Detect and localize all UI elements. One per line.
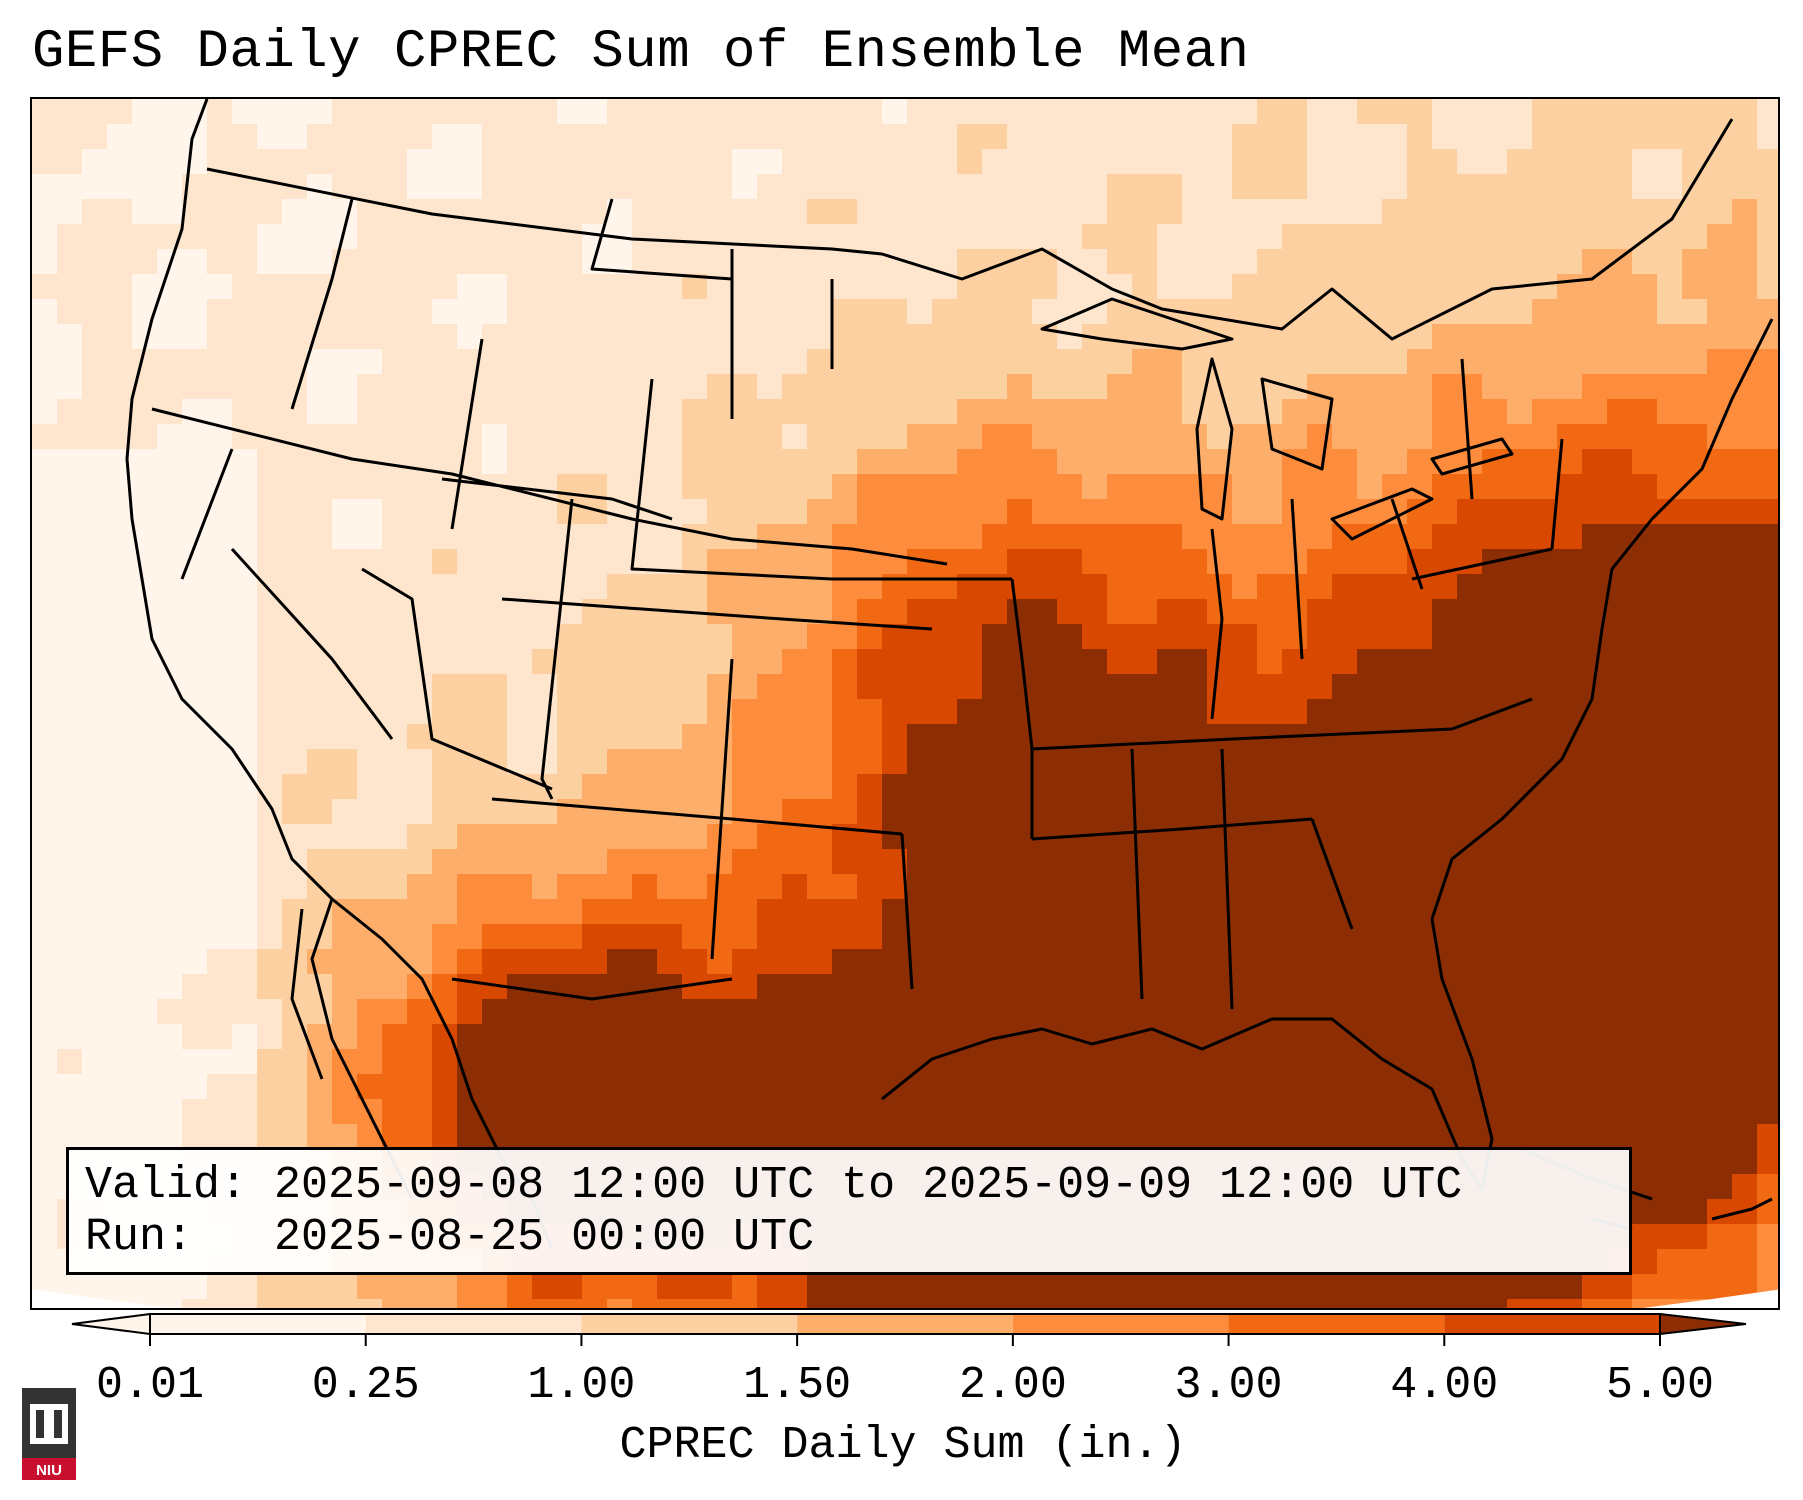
lake-michigan <box>1195 357 1234 521</box>
map-canvas <box>32 99 1778 1308</box>
colorbar-segment <box>1444 1314 1660 1334</box>
valid-run-box: Valid: 2025-09-08 12:00 UTC to 2025-09-0… <box>66 1147 1632 1275</box>
lake-erie <box>1330 487 1434 541</box>
us-outline <box>125 99 554 1250</box>
lake-superior <box>1040 297 1234 351</box>
colorbar-segment <box>365 1314 582 1334</box>
colorbar-segment <box>581 1314 798 1334</box>
colorbar-ticks <box>149 1334 1661 1346</box>
state-borders <box>125 99 1774 1250</box>
colorbar-extend-low <box>71 1312 151 1336</box>
colorbar <box>71 1312 1747 1346</box>
colorbar-segment <box>797 1314 1013 1334</box>
valid-time-text: Valid: 2025-09-08 12:00 UTC to 2025-09-0… <box>85 1160 1463 1211</box>
lake-huron <box>1260 377 1334 471</box>
west-interior-borders <box>151 198 1034 1001</box>
colorbar-tick-label: 1.50 <box>743 1360 852 1411</box>
colorbar-segment <box>1012 1314 1229 1334</box>
atlantic-coast <box>1430 318 1774 920</box>
east-interior-borders <box>1031 358 1564 1010</box>
niu-logo-icon: NIU <box>22 1388 76 1480</box>
colorbar-segment <box>150 1314 366 1334</box>
colorbar-tick-label: 0.01 <box>95 1360 205 1411</box>
logo-castle-window <box>30 1404 68 1444</box>
colorbar-tick-label: 5.00 <box>1605 1360 1715 1411</box>
colorbar-tick-label: 0.25 <box>311 1360 420 1411</box>
precipitation-map <box>30 97 1780 1310</box>
colorbar-tick-label: 4.00 <box>1390 1360 1499 1411</box>
gulf-coast <box>881 918 1494 1191</box>
colorbar-segments <box>71 1312 1747 1336</box>
logo-band <box>22 1458 76 1480</box>
map-title: GEFS Daily CPREC Sum of Ensemble Mean <box>32 22 1250 83</box>
lake-ontario <box>1430 437 1514 476</box>
colorbar-extend-high <box>1659 1312 1747 1336</box>
us-canada-border <box>206 118 1734 341</box>
baja-california <box>290 898 414 1200</box>
logo-text: NIU <box>36 1462 62 1479</box>
colorbar-tick-label: 1.00 <box>527 1360 636 1411</box>
colorbar-label: CPREC Daily Sum (in.) <box>619 1420 1187 1471</box>
colorbar-tick-label: 3.00 <box>1174 1360 1283 1411</box>
colorbar-tick-label: 2.00 <box>958 1360 1067 1411</box>
colorbar-segment <box>1228 1314 1445 1334</box>
run-time-text: Run: 2025-08-25 00:00 UTC <box>85 1212 815 1263</box>
